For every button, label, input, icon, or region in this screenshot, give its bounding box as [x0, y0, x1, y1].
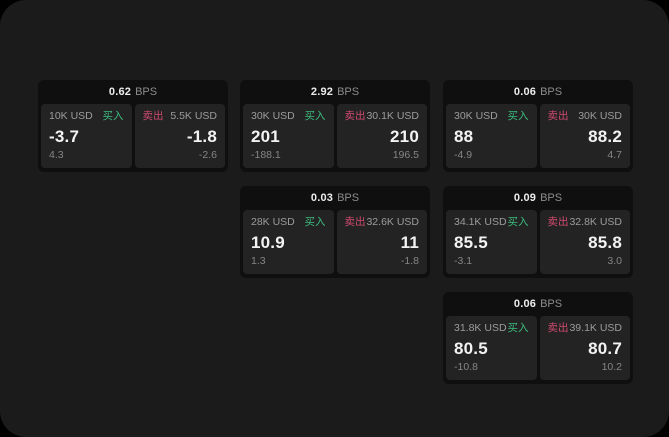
buy-panel[interactable]: 30K USD 买入 201 -188.1 — [243, 104, 334, 168]
sell-panel[interactable]: 卖出 30.1K USD 210 196.5 — [336, 104, 427, 168]
buy-price-value: -3.7 — [49, 127, 80, 146]
sell-delta-value: 10.2 — [601, 361, 622, 374]
sell-price-value: 80.7 — [588, 339, 622, 358]
sell-panel[interactable]: 卖出 39.1K USD 80.7 10.2 — [539, 316, 630, 380]
quote-card-6: 0.06 BPS 31.8K USD 买入 80.5 -10.8 卖出 39.1… — [443, 292, 633, 384]
sell-amount-label: 32.8K USD — [569, 216, 622, 228]
bps-unit-label: BPS — [540, 298, 563, 310]
buy-side-tag: 买入 — [304, 216, 326, 228]
sell-side-tag: 卖出 — [344, 216, 366, 228]
sell-side-tag: 卖出 — [547, 216, 569, 228]
sell-price-value: 85.8 — [588, 233, 622, 252]
buy-panel[interactable]: 34.1K USD 买入 85.5 -3.1 — [446, 210, 537, 274]
bps-value: 0.09 — [513, 192, 537, 204]
buy-side-tag: 买入 — [507, 110, 529, 122]
sell-amount-label: 5.5K USD — [170, 110, 217, 122]
bps-unit-label: BPS — [540, 192, 563, 204]
buy-price-value: 85.5 — [454, 233, 488, 252]
buy-delta-value: -3.1 — [454, 255, 473, 268]
buy-delta-value: -188.1 — [251, 149, 281, 162]
sell-amount-label: 30K USD — [578, 110, 622, 122]
buy-delta-value: 4.3 — [49, 149, 64, 162]
sell-delta-value: -2.6 — [198, 149, 217, 162]
buy-delta-value: 1.3 — [251, 255, 266, 268]
bps-value: 0.62 — [108, 86, 132, 98]
sell-panel[interactable]: 卖出 32.6K USD 11 -1.8 — [336, 210, 427, 274]
buy-price-value: 88 — [454, 127, 474, 146]
sell-panel[interactable]: 卖出 30K USD 88.2 4.7 — [539, 104, 630, 168]
buy-amount-label: 10K USD — [49, 110, 93, 122]
bps-header: 0.06 BPS — [443, 292, 633, 316]
bps-value: 0.06 — [513, 86, 537, 98]
sell-delta-value: 3.0 — [607, 255, 622, 268]
buy-amount-label: 30K USD — [454, 110, 498, 122]
bps-value: 0.06 — [513, 298, 537, 310]
sell-side-tag: 卖出 — [142, 110, 164, 122]
bps-unit-label: BPS — [337, 86, 360, 98]
buy-amount-label: 31.8K USD — [454, 322, 507, 334]
buy-price-value: 10.9 — [251, 233, 285, 252]
sell-side-tag: 卖出 — [547, 322, 569, 334]
sell-amount-label: 30.1K USD — [366, 110, 419, 122]
quote-card-3: 0.06 BPS 30K USD 买入 88 -4.9 卖出 30K USD 8… — [443, 80, 633, 172]
buy-price-value: 80.5 — [454, 339, 488, 358]
sell-amount-label: 32.6K USD — [366, 216, 419, 228]
sell-price-value: 88.2 — [588, 127, 622, 146]
buy-panel[interactable]: 10K USD 买入 -3.7 4.3 — [41, 104, 132, 168]
quote-card-4: 0.03 BPS 28K USD 买入 10.9 1.3 卖出 32.6K US… — [240, 186, 430, 278]
sell-panel[interactable]: 卖出 32.8K USD 85.8 3.0 — [539, 210, 630, 274]
sell-delta-value: 196.5 — [392, 149, 419, 162]
buy-amount-label: 28K USD — [251, 216, 295, 228]
buy-panel[interactable]: 31.8K USD 买入 80.5 -10.8 — [446, 316, 537, 380]
sell-side-tag: 卖出 — [344, 110, 366, 122]
buy-delta-value: -10.8 — [454, 361, 478, 374]
sell-price-value: 210 — [390, 127, 419, 146]
buy-panel[interactable]: 28K USD 买入 10.9 1.3 — [243, 210, 334, 274]
bps-unit-label: BPS — [337, 192, 360, 204]
buy-amount-label: 30K USD — [251, 110, 295, 122]
bps-header: 0.03 BPS — [240, 186, 430, 210]
sell-panel[interactable]: 卖出 5.5K USD -1.8 -2.6 — [134, 104, 225, 168]
buy-amount-label: 34.1K USD — [454, 216, 507, 228]
sell-delta-value: 4.7 — [607, 149, 622, 162]
sell-amount-label: 39.1K USD — [569, 322, 622, 334]
bps-header: 2.92 BPS — [240, 80, 430, 104]
bps-header: 0.62 BPS — [38, 80, 228, 104]
sell-price-value: 11 — [400, 233, 419, 252]
sell-price-value: -1.8 — [186, 127, 217, 146]
buy-side-tag: 买入 — [304, 110, 326, 122]
quote-card-1: 0.62 BPS 10K USD 买入 -3.7 4.3 卖出 5.5K USD… — [38, 80, 228, 172]
buy-price-value: 201 — [251, 127, 280, 146]
quote-card-5: 0.09 BPS 34.1K USD 买入 85.5 -3.1 卖出 32.8K… — [443, 186, 633, 278]
quote-card-2: 2.92 BPS 30K USD 买入 201 -188.1 卖出 30.1K … — [240, 80, 430, 172]
sell-delta-value: -1.8 — [400, 255, 419, 268]
bps-unit-label: BPS — [135, 86, 158, 98]
bps-header: 0.09 BPS — [443, 186, 633, 210]
buy-side-tag: 买入 — [507, 322, 529, 334]
sell-side-tag: 卖出 — [547, 110, 569, 122]
buy-side-tag: 买入 — [507, 216, 529, 228]
buy-panel[interactable]: 30K USD 买入 88 -4.9 — [446, 104, 537, 168]
buy-side-tag: 买入 — [102, 110, 124, 122]
bps-unit-label: BPS — [540, 86, 563, 98]
bps-value: 0.03 — [310, 192, 334, 204]
bps-header: 0.06 BPS — [443, 80, 633, 104]
buy-delta-value: -4.9 — [454, 149, 473, 162]
bps-value: 2.92 — [310, 86, 334, 98]
